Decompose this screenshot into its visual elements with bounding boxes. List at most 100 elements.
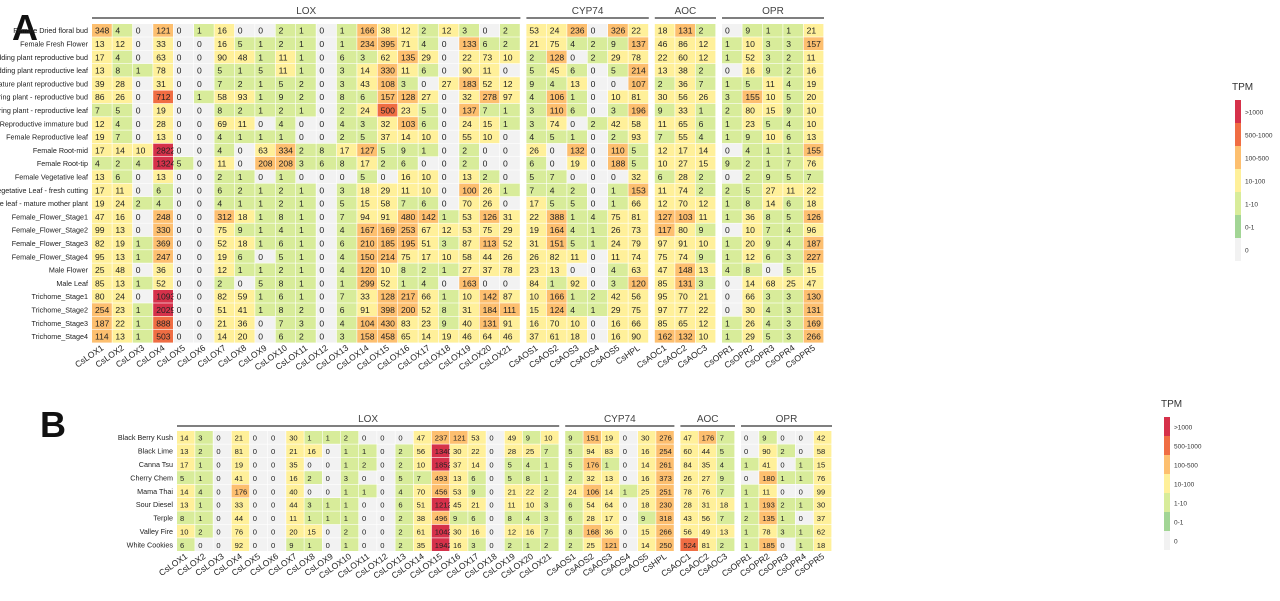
cell-value: 4 bbox=[529, 92, 534, 102]
heatmap-cell bbox=[316, 24, 337, 37]
cell-value: 40 bbox=[289, 487, 297, 496]
cell-value: 52 bbox=[483, 79, 493, 89]
cell-value: 0 bbox=[591, 26, 596, 36]
cell-value: 26 bbox=[483, 185, 493, 195]
cell-value: 83 bbox=[605, 447, 613, 456]
cell-value: 1 bbox=[526, 541, 530, 550]
heatmap-cell bbox=[255, 210, 275, 223]
heatmap-cell bbox=[479, 130, 500, 144]
heatmap-cell bbox=[608, 117, 628, 130]
group-label: LOX bbox=[296, 6, 316, 17]
heatmap-cell bbox=[459, 103, 479, 117]
cell-value: 0 bbox=[319, 132, 324, 142]
cell-value: 16 bbox=[401, 172, 411, 182]
heatmap-cell bbox=[234, 63, 255, 77]
heatmap-cell bbox=[675, 77, 695, 90]
cell-value: 2 bbox=[398, 528, 402, 537]
cell-value: 2 bbox=[115, 159, 120, 169]
heatmap-cell bbox=[418, 130, 439, 144]
heatmap-cell bbox=[275, 130, 296, 144]
cell-value: 0 bbox=[623, 514, 627, 523]
cell-value: 187 bbox=[95, 318, 110, 328]
heatmap-cell bbox=[194, 90, 214, 104]
heatmap-cell bbox=[803, 90, 824, 104]
cell-value: 53 bbox=[453, 487, 461, 496]
cell-value: 712 bbox=[156, 92, 171, 102]
cell-value: 430 bbox=[381, 318, 396, 328]
cell-value: 4 bbox=[786, 238, 791, 248]
cell-value: 0 bbox=[442, 278, 447, 288]
cell-value: 0 bbox=[591, 66, 596, 76]
cell-value: 17 bbox=[421, 252, 431, 262]
cell-value: 70 bbox=[417, 487, 425, 496]
heatmap-cell bbox=[742, 183, 763, 197]
cell-value: 9 bbox=[745, 26, 750, 36]
cell-value: 1 bbox=[725, 199, 730, 209]
cell-value: 2 bbox=[198, 447, 202, 456]
cell-value: 1 bbox=[258, 212, 263, 222]
heatmap-cell bbox=[275, 117, 296, 130]
cell-value: 84 bbox=[529, 278, 539, 288]
cell-value: 130 bbox=[807, 292, 822, 302]
heatmap-cell bbox=[194, 103, 214, 117]
heatmap-cell bbox=[275, 37, 296, 50]
row-label: Male Leaf bbox=[56, 279, 88, 288]
cell-value: 110 bbox=[611, 145, 625, 155]
heatmap-cell bbox=[132, 77, 153, 90]
heatmap-cell bbox=[654, 170, 675, 183]
cell-value: 2 bbox=[503, 39, 508, 49]
cell-value: 87 bbox=[503, 292, 513, 302]
cell-value: 6 bbox=[471, 474, 475, 483]
cell-value: 66 bbox=[631, 318, 641, 328]
cell-value: 1 bbox=[326, 434, 330, 443]
heatmap-cell bbox=[783, 170, 803, 183]
cell-value: 28 bbox=[683, 501, 691, 510]
cell-value: 18 bbox=[360, 185, 370, 195]
cell-value: 7 bbox=[544, 528, 548, 537]
heatmap-cell bbox=[234, 50, 255, 64]
cell-value: 106 bbox=[550, 92, 565, 102]
cell-value: 7 bbox=[95, 105, 100, 115]
cell-value: 121 bbox=[605, 541, 618, 550]
cell-value: 11 bbox=[289, 514, 297, 523]
cell-value: 0 bbox=[271, 501, 275, 510]
heatmap-cell bbox=[112, 196, 133, 210]
heatmap-cell bbox=[255, 103, 275, 117]
cell-value: 0 bbox=[442, 52, 447, 62]
heatmap-cell bbox=[153, 157, 173, 170]
cell-value: 14 bbox=[421, 332, 431, 342]
heatmap-cell bbox=[398, 183, 418, 197]
cell-value: 66 bbox=[421, 292, 431, 302]
cell-value: 254 bbox=[659, 447, 672, 456]
cell-value: 1 bbox=[725, 52, 730, 62]
heatmap-cell bbox=[418, 90, 439, 104]
cell-value: 84 bbox=[683, 461, 691, 470]
cell-value: 3 bbox=[442, 238, 447, 248]
heatmap-cell bbox=[398, 37, 418, 50]
cell-value: 11 bbox=[238, 119, 247, 129]
cell-value: 128 bbox=[401, 92, 416, 102]
cell-value: 91 bbox=[360, 305, 370, 315]
cell-value: 1 bbox=[570, 92, 575, 102]
heatmap-cell bbox=[762, 103, 783, 117]
cell-value: 0 bbox=[799, 487, 803, 496]
heatmap-cell bbox=[255, 223, 275, 237]
cell-value: 8 bbox=[279, 212, 284, 222]
cell-value: 1 bbox=[570, 132, 575, 142]
cell-value: 2 bbox=[238, 105, 243, 115]
heatmap-cell bbox=[722, 210, 742, 223]
heatmap-cell bbox=[567, 157, 587, 170]
cell-value: 26 bbox=[745, 318, 755, 328]
heatmap-cell bbox=[92, 210, 112, 223]
cell-value: 21 bbox=[699, 292, 709, 302]
heatmap-cell bbox=[336, 37, 357, 50]
cell-value: 56 bbox=[631, 292, 641, 302]
cell-value: 9 bbox=[442, 318, 447, 328]
group-label: CYP74 bbox=[572, 6, 604, 17]
cell-value: 0 bbox=[197, 185, 202, 195]
heatmap-cell bbox=[695, 196, 716, 210]
heatmap-cell bbox=[587, 183, 608, 197]
heatmap-cell bbox=[438, 223, 459, 237]
cell-value: 5 bbox=[279, 79, 284, 89]
heatmap-cell bbox=[357, 37, 377, 50]
